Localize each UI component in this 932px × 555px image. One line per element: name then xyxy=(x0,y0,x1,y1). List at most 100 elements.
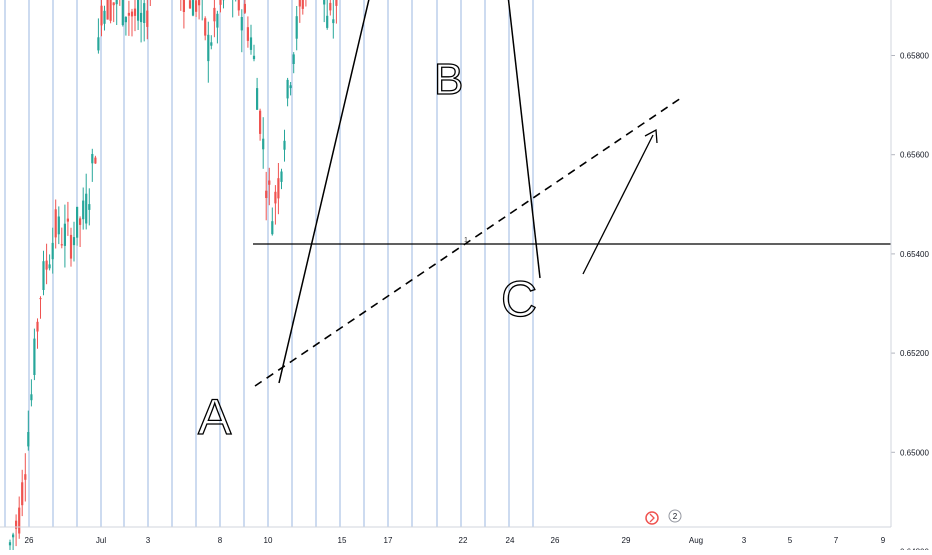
price-tick-label: 0.65000 xyxy=(900,448,929,457)
candle-body xyxy=(302,0,304,9)
time-tick-label: 29 xyxy=(622,536,631,545)
time-tick-label: 9 xyxy=(881,536,886,545)
time-tick-label: 24 xyxy=(506,536,515,545)
candle-body xyxy=(259,111,261,134)
candle-body xyxy=(146,11,148,27)
candle-body xyxy=(125,17,127,22)
price-tick-label: 0.65200 xyxy=(900,349,929,358)
candle-body xyxy=(262,139,264,150)
time-tick-label: Aug xyxy=(689,536,703,545)
candle-body xyxy=(131,12,133,17)
event-flag-icon[interactable] xyxy=(646,512,658,524)
candle-body xyxy=(198,0,200,5)
candle-body xyxy=(82,201,84,220)
candle-body xyxy=(36,322,38,332)
candle-body xyxy=(213,8,215,21)
candle-body xyxy=(9,542,11,545)
candle-body xyxy=(107,0,109,20)
candle-body xyxy=(244,4,246,13)
candle-body xyxy=(140,13,142,22)
candle-body xyxy=(216,14,218,28)
price-tick-label: 0.65400 xyxy=(900,250,929,259)
candle-body xyxy=(88,204,90,210)
candle-body xyxy=(192,0,194,16)
time-tick-label: 3 xyxy=(742,536,747,545)
candle-body xyxy=(323,0,325,4)
candle-body xyxy=(100,6,102,26)
time-tick-label: Jul xyxy=(96,536,106,545)
candle-body xyxy=(296,16,298,39)
candle-body xyxy=(274,192,276,204)
candle-body xyxy=(116,0,118,4)
time-tick-label: 26 xyxy=(551,536,560,545)
candle-body xyxy=(91,154,93,163)
candle-body xyxy=(67,219,69,222)
candle-body xyxy=(79,218,81,225)
candle-body xyxy=(64,224,66,246)
candle-body xyxy=(58,217,60,235)
candle-body xyxy=(128,13,130,16)
time-tick-label: 5 xyxy=(788,536,793,545)
candle-body xyxy=(335,0,337,6)
candle-body xyxy=(332,19,334,23)
candle-body xyxy=(195,0,197,12)
candle-body xyxy=(30,394,32,400)
candle-body xyxy=(265,191,267,198)
candle-body xyxy=(46,261,48,270)
price-tick-label: 0.65800 xyxy=(900,52,929,61)
candle-body xyxy=(42,261,44,290)
candle-body xyxy=(183,0,185,12)
pattern-letter-b: B xyxy=(434,55,463,104)
candle-body xyxy=(241,17,243,30)
candle-body xyxy=(55,209,57,237)
candle-body xyxy=(268,181,270,185)
time-tick-label: 3 xyxy=(146,536,151,545)
price-tick-label: 0.65600 xyxy=(900,151,929,160)
time-tick-label: 15 xyxy=(338,536,347,545)
candle-body xyxy=(277,178,279,198)
candle-body xyxy=(21,482,23,505)
candle-body xyxy=(271,221,273,234)
candle-body xyxy=(283,141,285,150)
candle-body xyxy=(299,0,301,7)
time-tick-label: 10 xyxy=(264,536,273,545)
candle-body xyxy=(329,3,331,10)
candle-body xyxy=(113,2,115,5)
time-tick-label: 8 xyxy=(218,536,223,545)
candle-body xyxy=(85,194,87,224)
time-tick-label: 22 xyxy=(459,536,468,545)
candle-body xyxy=(219,0,221,5)
candle-body xyxy=(143,3,145,23)
candle-body xyxy=(250,37,252,50)
candle-body xyxy=(247,27,249,41)
pattern-letter-a: A xyxy=(198,389,232,445)
candle-body xyxy=(39,298,41,299)
candle-body xyxy=(49,264,51,268)
candle-body xyxy=(18,508,20,534)
candle-body xyxy=(110,0,112,21)
candle-body xyxy=(73,237,75,245)
candle-body xyxy=(290,85,292,88)
candle-body xyxy=(189,0,191,8)
candle-body xyxy=(204,18,206,35)
candle-body xyxy=(27,432,29,446)
candle-body xyxy=(207,35,209,61)
candle-body xyxy=(122,0,124,25)
candle-body xyxy=(326,16,328,28)
candle-body xyxy=(33,339,35,375)
candle-body xyxy=(280,172,282,182)
candle-body xyxy=(70,235,72,259)
candle-body xyxy=(238,0,240,10)
candle-body xyxy=(287,80,289,99)
candle-body xyxy=(256,88,258,110)
candle-body xyxy=(253,56,255,59)
time-tick-label: 17 xyxy=(384,536,393,545)
time-tick-label: 26 xyxy=(25,536,34,545)
candle-body xyxy=(24,474,26,480)
candle-body xyxy=(94,158,96,164)
candle-body xyxy=(97,37,99,50)
candle-body xyxy=(293,54,295,64)
